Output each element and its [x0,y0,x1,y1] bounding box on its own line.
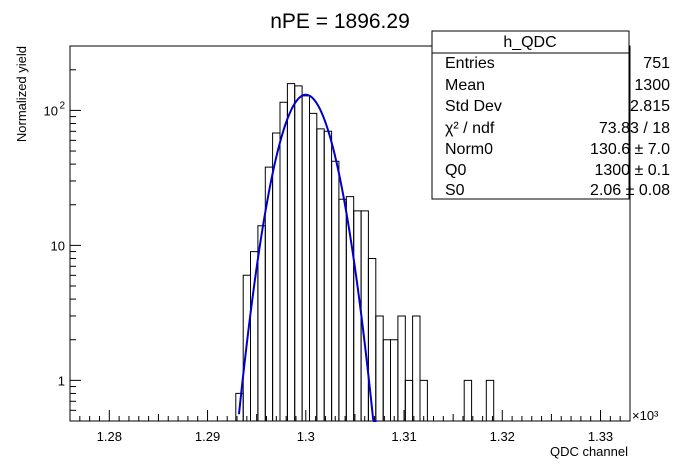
stats-value-std-dev: 2.815 [630,98,670,115]
histogram-bin [294,85,303,421]
chart-title: nPE = 1896.29 [270,10,410,33]
histogram-bin [390,339,399,421]
stats-box-frame [431,30,630,200]
x-tick-label: 1.3 [297,429,315,444]
x-axis-tick-labels: 1.28 1.29 1.3 1.31 1.32 1.33 [97,429,614,444]
y-axis-ticks [70,45,81,422]
stats-value-entries: 751 [643,55,670,72]
histogram-bin [404,379,414,421]
histogram-bin [279,101,288,421]
stats-value-s0: 2.06 ± 0.08 [590,182,670,199]
histogram-bin [419,379,428,421]
x-axis-label: QDC channel [550,444,628,459]
y-tick-label-exponent: 2 [59,100,65,111]
plot-frame [69,45,631,422]
histogram-bin [367,258,377,421]
y-tick-label: 10 [44,103,58,118]
stats-label-chi2-ndf: χ² / ndf [445,120,495,137]
stats-label-std-dev: Std Dev [445,98,502,115]
y-axis-label: Normalized yield [14,46,29,142]
stats-value-chi2-ndf: 73.83 / 18 [599,120,670,137]
stats-box-title: h_QDC [503,34,556,51]
histogram-bin [301,95,310,421]
histogram-bins [235,83,495,422]
histogram-bin [323,130,333,421]
y-tick-label: 1 [58,373,65,388]
stats-label-q0: Q0 [445,162,466,179]
x-tick-label: 1.29 [195,429,220,444]
histogram-bin [382,339,391,421]
x-tick-label: 1.33 [588,429,613,444]
y-tick-label: 10 [51,238,65,253]
stats-value-norm0: 130.6 ± 7.0 [590,141,670,158]
stats-label-norm0: Norm0 [445,141,493,158]
histogram-bin [397,315,406,421]
histogram-bin [316,128,325,421]
x-tick-label: 1.32 [490,429,515,444]
x-multiplier-label: ×10³ [632,408,659,423]
gaussian-fit-curve [237,93,377,422]
stats-label-mean: Mean [445,77,485,94]
x-tick-label: 1.28 [97,429,122,444]
stats-value-mean: 1300 [634,77,670,94]
histogram-bin [338,198,347,421]
histogram-bin [272,132,281,421]
stats-value-q0: 1300 ± 0.1 [594,162,670,179]
stats-label-s0: S0 [445,182,465,199]
stats-box: h_QDC Entries 751 Mean 1300 Std Dev 2.81… [431,30,670,200]
stats-label-entries: Entries [445,55,495,72]
histogram-bin [485,379,495,421]
histogram-bin [286,83,296,421]
x-axis-ticks [69,410,631,421]
histogram-bin [375,315,384,421]
histogram-bin [353,210,362,421]
x-tick-label: 1.31 [391,429,416,444]
histogram-bin [331,160,340,421]
histogram-bin [463,379,473,421]
histogram-bin [250,251,259,421]
histogram-bin [412,315,421,421]
histogram-bin [309,112,318,421]
